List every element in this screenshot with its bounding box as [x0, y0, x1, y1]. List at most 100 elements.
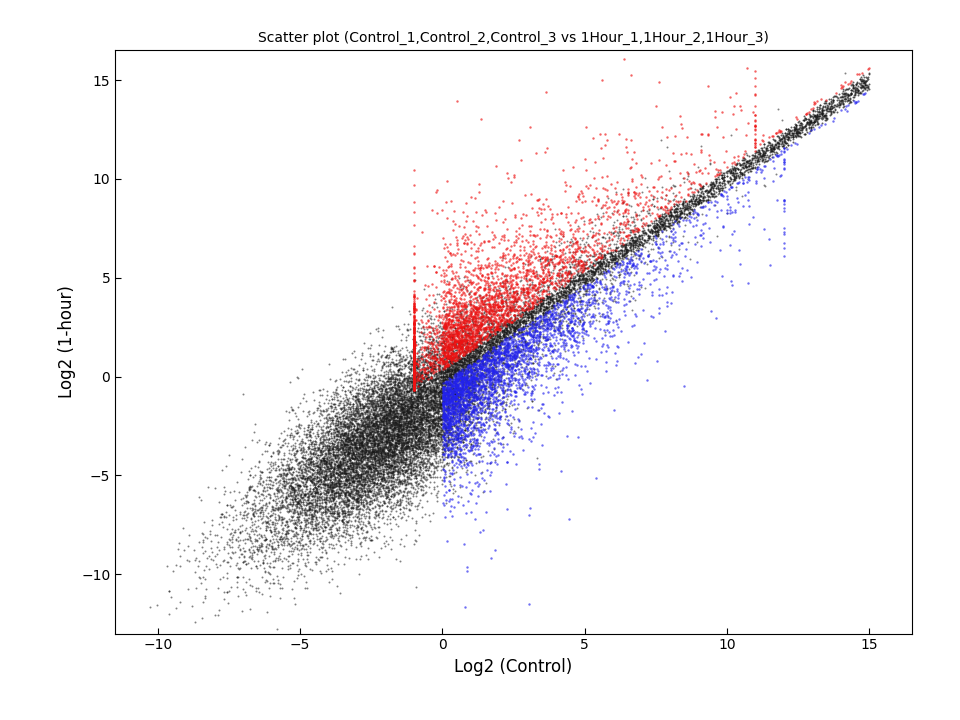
- Point: [413, 420, 428, 432]
- Point: [360, 404, 375, 415]
- Point: [575, 282, 590, 293]
- Point: [471, 301, 487, 312]
- Point: [601, 266, 616, 277]
- Point: [454, 359, 469, 371]
- Point: [449, 384, 465, 395]
- Point: [376, 453, 392, 464]
- Point: [501, 341, 516, 352]
- Point: [383, 460, 398, 472]
- Point: [360, 459, 375, 470]
- Point: [325, 443, 341, 454]
- Point: [406, 346, 421, 357]
- Point: [842, 95, 857, 107]
- Point: [479, 311, 494, 323]
- Point: [259, 606, 275, 618]
- Point: [491, 311, 506, 323]
- Point: [372, 391, 387, 402]
- Point: [561, 306, 576, 318]
- Point: [319, 462, 334, 473]
- Point: [448, 354, 464, 365]
- Point: [595, 263, 611, 274]
- Point: [507, 263, 522, 274]
- Point: [435, 417, 450, 428]
- Point: [161, 585, 177, 597]
- Point: [305, 428, 321, 439]
- Point: [381, 427, 396, 438]
- Point: [393, 478, 408, 490]
- Point: [511, 321, 526, 333]
- Point: [391, 438, 406, 449]
- Point: [671, 216, 686, 228]
- Point: [774, 133, 789, 145]
- Point: [489, 357, 504, 369]
- Point: [672, 211, 687, 222]
- Point: [618, 247, 634, 258]
- Point: [557, 186, 572, 197]
- Point: [455, 383, 470, 395]
- Point: [516, 395, 532, 407]
- Point: [556, 297, 571, 308]
- Point: [375, 445, 391, 456]
- Point: [284, 557, 300, 569]
- Point: [403, 383, 419, 395]
- Point: [558, 179, 573, 191]
- Point: [443, 372, 458, 384]
- Point: [395, 375, 410, 387]
- Point: [346, 446, 361, 458]
- Point: [406, 343, 421, 354]
- Point: [529, 301, 544, 312]
- Point: [808, 112, 824, 124]
- Point: [389, 428, 404, 440]
- Point: [662, 215, 678, 226]
- Point: [510, 357, 525, 369]
- Point: [539, 236, 554, 248]
- Point: [302, 538, 318, 549]
- Point: [255, 499, 271, 510]
- Point: [393, 387, 408, 399]
- Point: [454, 390, 469, 401]
- Point: [666, 212, 682, 224]
- Point: [541, 291, 557, 302]
- Point: [425, 421, 441, 433]
- Point: [354, 477, 370, 488]
- Point: [277, 519, 293, 531]
- Point: [296, 480, 311, 491]
- Point: [777, 198, 792, 210]
- Point: [655, 226, 670, 238]
- Point: [516, 384, 531, 396]
- Point: [333, 529, 348, 541]
- Point: [472, 345, 488, 356]
- Point: [364, 426, 379, 437]
- Point: [561, 305, 576, 317]
- Point: [296, 477, 311, 489]
- Point: [298, 467, 313, 478]
- Point: [391, 425, 406, 436]
- Point: [492, 350, 507, 361]
- Point: [463, 387, 478, 399]
- Point: [413, 382, 428, 394]
- Point: [301, 500, 317, 512]
- Point: [491, 328, 506, 340]
- Point: [601, 317, 616, 328]
- Point: [500, 389, 516, 400]
- Point: [338, 445, 353, 456]
- Point: [657, 220, 672, 231]
- Point: [668, 199, 684, 210]
- Point: [439, 413, 454, 424]
- Point: [403, 415, 419, 427]
- Point: [620, 207, 636, 219]
- Point: [388, 385, 403, 397]
- Point: [823, 102, 838, 113]
- Point: [751, 148, 766, 160]
- Point: [387, 488, 402, 500]
- Point: [406, 363, 421, 374]
- Point: [380, 470, 396, 482]
- Point: [479, 329, 494, 341]
- Point: [332, 489, 348, 500]
- Point: [420, 378, 435, 390]
- Point: [292, 520, 307, 531]
- Point: [341, 486, 356, 498]
- Point: [350, 404, 366, 415]
- Point: [323, 502, 338, 513]
- Point: [554, 274, 569, 286]
